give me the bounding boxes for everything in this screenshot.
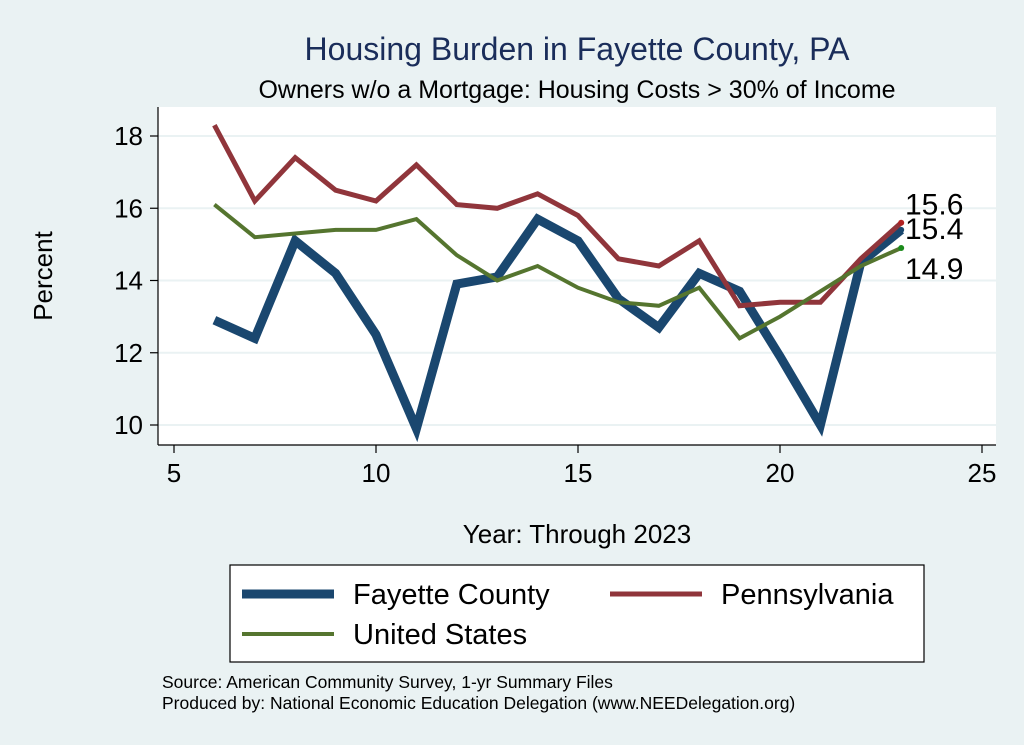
legend-label: Pennsylvania (721, 579, 894, 611)
series-lines (212, 124, 905, 443)
produced-note: Produced by: National Economic Education… (162, 693, 795, 713)
chart-title: Housing Burden in Fayette County, PA (305, 31, 851, 67)
legend-label: United States (353, 619, 527, 651)
end-label-fayette-county: 15.4 (905, 213, 963, 246)
legend: Fayette County Pennsylvania United States (242, 579, 894, 651)
series-line-united-states (213, 203, 903, 341)
y-tick-label: 18 (114, 121, 143, 151)
chart-subtitle: Owners w/o a Mortgage: Housing Costs > 3… (258, 76, 895, 104)
legend-box (229, 564, 925, 663)
x-tick-label: 10 (362, 458, 391, 488)
end-label-pennsylvania: 15.6 (905, 189, 963, 222)
x-tick-label: 25 (968, 458, 997, 488)
x-tick-label: 20 (766, 458, 795, 488)
y-axis-label: Percent (28, 230, 58, 320)
axes: 10 12 14 16 18 5 10 15 20 25 (114, 107, 996, 488)
end-label-united-states: 14.9 (905, 253, 963, 286)
y-tick-label: 12 (114, 338, 143, 368)
source-note: Source: American Community Survey, 1-yr … (162, 672, 613, 692)
x-axis-label: Year: Through 2023 (463, 519, 691, 549)
y-tick-label: 14 (114, 266, 143, 296)
end-marker (898, 219, 905, 226)
series-line-fayette-county (212, 213, 905, 443)
legend-label: Fayette County (353, 579, 550, 611)
y-tick-label: 16 (114, 193, 143, 223)
end-marker (898, 226, 905, 233)
x-tick-label: 5 (167, 458, 181, 488)
end-marker (898, 244, 905, 251)
end-labels: 15.415.6 14.9 (905, 189, 963, 286)
series-line-pennsylvania (212, 124, 903, 309)
x-tick-label: 15 (564, 458, 593, 488)
y-tick-label: 10 (114, 410, 143, 440)
